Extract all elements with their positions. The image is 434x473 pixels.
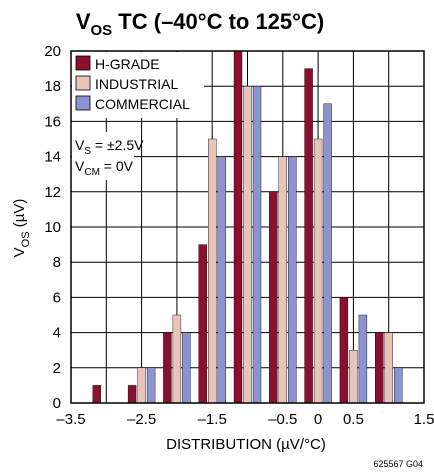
legend-label: H-GRADE <box>95 56 160 72</box>
y-tick-labels: 0 2 4 6 8 10 12 14 16 18 20 <box>44 43 61 412</box>
x-tick-label: 0 <box>314 411 322 428</box>
annotation-line: VS = ±2.5V <box>75 137 144 157</box>
bar-h-grade <box>198 244 207 404</box>
y-tick-label: 8 <box>53 254 61 271</box>
bar-commercial <box>252 85 262 404</box>
y-tick-label: 2 <box>53 360 61 377</box>
bar-industrial <box>313 138 323 404</box>
y-axis-label: VOS (µV) <box>11 199 32 258</box>
bar-industrial <box>243 85 252 404</box>
bar-h-grade <box>233 50 243 404</box>
legend-swatch <box>75 95 91 111</box>
y-tick-label: 14 <box>44 149 61 166</box>
y-tick-label: 6 <box>53 289 61 306</box>
bar-industrial <box>384 332 393 404</box>
bar-h-grade <box>304 68 313 404</box>
bar-commercial <box>323 103 332 404</box>
bar-commercial <box>146 367 156 404</box>
bar-h-grade <box>339 297 349 404</box>
bar-h-grade <box>92 385 102 404</box>
bar-industrial <box>207 138 217 404</box>
y-tick-label: 16 <box>44 113 61 130</box>
bar-commercial <box>288 156 297 404</box>
x-tick-label: –1.5 <box>198 411 227 428</box>
x-tick-label: –3.5 <box>56 411 85 428</box>
x-tick-label: 0.5 <box>343 411 364 428</box>
x-tick-label: 1.5 <box>414 411 434 428</box>
legend-label: COMMERCIAL <box>95 96 190 112</box>
bar-commercial <box>358 314 368 404</box>
legend: H-GRADE INDUSTRIAL COMMERCIAL <box>72 52 204 118</box>
bar-industrial <box>349 350 358 404</box>
bar-commercial <box>394 367 403 404</box>
x-tick-label: –2.5 <box>127 411 156 428</box>
x-tick-labels: –3.5 –2.5 –1.5 –0.5 0 0.5 1.5 <box>56 411 434 428</box>
bar-h-grade <box>127 385 137 404</box>
plot-frame <box>70 50 425 404</box>
legend-background <box>72 52 204 118</box>
y-tick-label: 18 <box>44 78 61 95</box>
bar-commercial <box>217 156 226 404</box>
x-tick-label: –0.5 <box>268 411 297 428</box>
y-tick-label: 10 <box>44 219 61 236</box>
y-tick-label: 0 <box>53 395 61 412</box>
x-axis-label: DISTRIBUTION (µV/°C) <box>166 436 326 453</box>
y-tick-label: 20 <box>44 43 61 60</box>
legend-swatch <box>75 55 91 71</box>
bar-industrial <box>137 367 146 404</box>
bar-h-grade <box>269 191 278 404</box>
legend-swatch <box>75 75 91 91</box>
bar-industrial <box>172 314 182 404</box>
bar-h-grade <box>375 332 384 404</box>
legend-label: INDUSTRIAL <box>95 76 178 92</box>
y-tick-label: 12 <box>44 184 61 201</box>
annotation-line: VCM = 0V <box>75 158 134 178</box>
y-tick-label: 4 <box>53 325 61 342</box>
bars <box>92 50 403 404</box>
bar-h-grade <box>163 332 172 404</box>
chart-title: VOS TC (–40°C to 125°C) <box>76 9 324 39</box>
bar-commercial <box>182 332 191 404</box>
annotation-background <box>72 132 134 180</box>
figure-id: 625567 G04 <box>373 459 423 469</box>
bar-industrial <box>278 156 287 404</box>
